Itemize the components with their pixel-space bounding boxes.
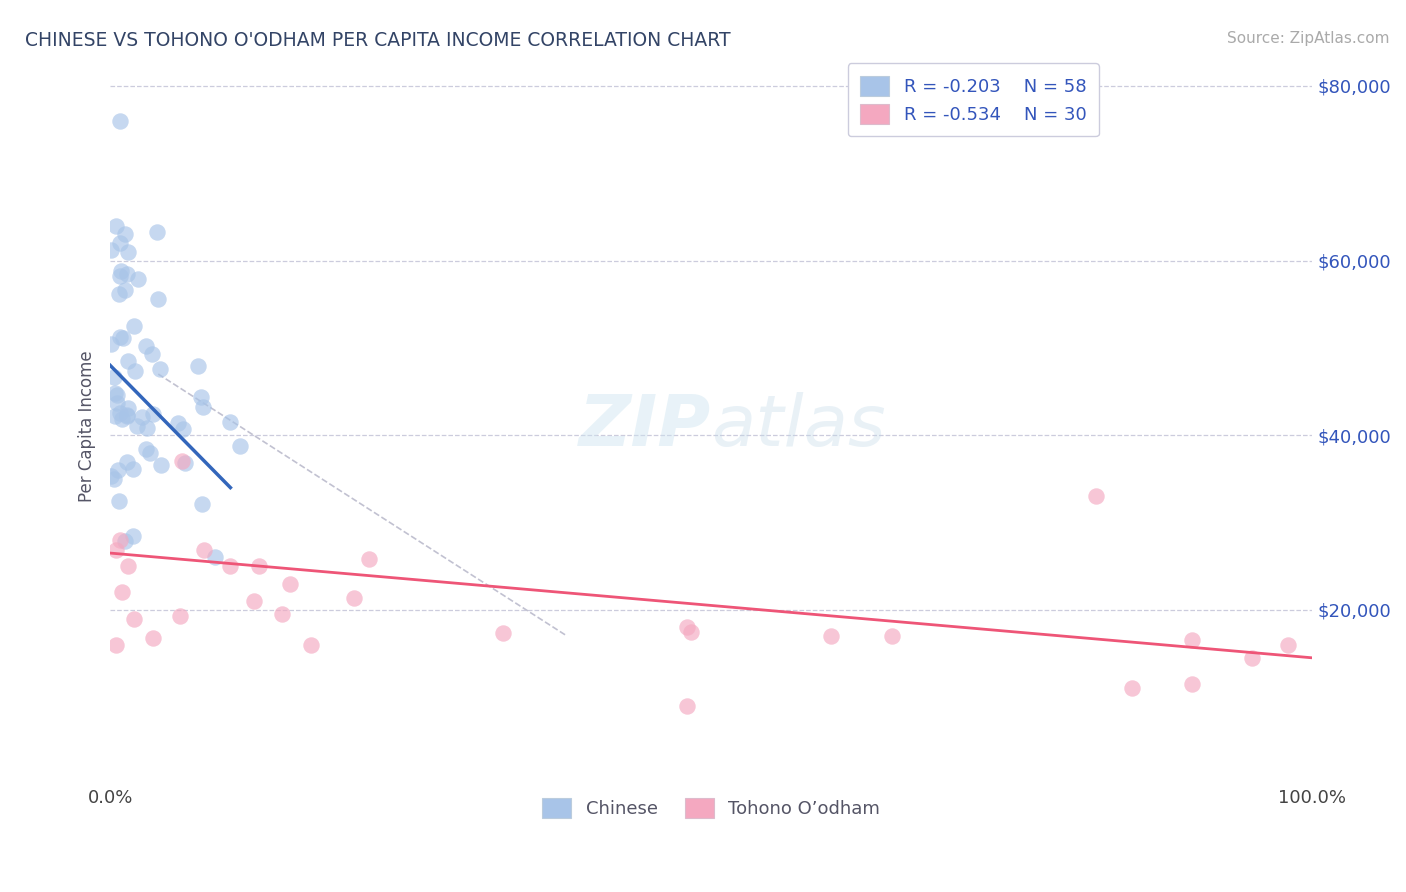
Point bbox=[492, 626, 515, 640]
Point bbox=[148, 292, 170, 306]
Point bbox=[173, 456, 195, 470]
Point bbox=[1085, 489, 1108, 503]
Text: ZIP: ZIP bbox=[579, 392, 711, 461]
Point bbox=[193, 543, 215, 558]
Point bbox=[190, 391, 212, 405]
Point bbox=[108, 268, 131, 283]
Point bbox=[1241, 650, 1264, 665]
Point bbox=[122, 319, 145, 334]
Point bbox=[142, 631, 165, 645]
Point bbox=[191, 400, 214, 414]
Point bbox=[114, 283, 136, 297]
Point bbox=[108, 236, 131, 251]
Point bbox=[139, 445, 162, 459]
Point bbox=[108, 114, 131, 128]
Point bbox=[820, 629, 842, 643]
Point bbox=[104, 386, 127, 401]
Point bbox=[135, 442, 157, 456]
Point bbox=[149, 361, 172, 376]
Point bbox=[271, 607, 294, 621]
Point bbox=[136, 421, 159, 435]
Point bbox=[103, 369, 125, 384]
Point bbox=[880, 629, 903, 643]
Point bbox=[166, 416, 188, 430]
Point bbox=[100, 243, 122, 257]
Point bbox=[105, 638, 128, 652]
Point bbox=[105, 396, 128, 410]
Point bbox=[127, 418, 149, 433]
Point bbox=[1181, 633, 1204, 648]
Point bbox=[676, 698, 699, 713]
Point bbox=[100, 337, 122, 351]
Point bbox=[108, 533, 131, 547]
Point bbox=[121, 528, 143, 542]
Point bbox=[108, 287, 131, 301]
Point bbox=[229, 439, 252, 453]
Point bbox=[105, 219, 128, 233]
Point bbox=[1181, 677, 1204, 691]
Point bbox=[1277, 638, 1299, 652]
Point bbox=[107, 463, 129, 477]
Point bbox=[243, 594, 266, 608]
Point bbox=[219, 559, 242, 574]
Point bbox=[131, 409, 153, 424]
Point bbox=[105, 542, 128, 557]
Text: CHINESE VS TOHONO O'ODHAM PER CAPITA INCOME CORRELATION CHART: CHINESE VS TOHONO O'ODHAM PER CAPITA INC… bbox=[25, 31, 731, 50]
Point bbox=[111, 412, 134, 426]
Point bbox=[127, 271, 149, 285]
Point bbox=[679, 624, 702, 639]
Point bbox=[115, 267, 138, 281]
Point bbox=[114, 227, 136, 242]
Point bbox=[111, 585, 134, 599]
Point bbox=[100, 468, 122, 483]
Point bbox=[103, 472, 125, 486]
Point bbox=[219, 415, 242, 429]
Legend: Chinese, Tohono O’odham: Chinese, Tohono O’odham bbox=[536, 791, 887, 825]
Point bbox=[135, 339, 157, 353]
Point bbox=[204, 550, 226, 565]
Point bbox=[108, 493, 131, 508]
Y-axis label: Per Capita Income: Per Capita Income bbox=[79, 351, 96, 502]
Point bbox=[117, 353, 139, 368]
Point bbox=[124, 364, 146, 378]
Point bbox=[105, 387, 128, 401]
Point bbox=[191, 497, 214, 511]
Point bbox=[169, 608, 191, 623]
Point bbox=[117, 401, 139, 416]
Point bbox=[114, 534, 136, 549]
Point bbox=[172, 454, 194, 468]
Point bbox=[115, 409, 138, 424]
Point bbox=[112, 331, 135, 345]
Point bbox=[149, 458, 172, 473]
Point bbox=[122, 611, 145, 625]
Point bbox=[1121, 681, 1143, 696]
Point bbox=[146, 226, 169, 240]
Text: Source: ZipAtlas.com: Source: ZipAtlas.com bbox=[1226, 31, 1389, 46]
Point bbox=[108, 406, 131, 420]
Text: atlas: atlas bbox=[711, 392, 886, 461]
Point bbox=[117, 559, 139, 574]
Point bbox=[115, 455, 138, 469]
Point bbox=[104, 409, 127, 423]
Point bbox=[343, 591, 366, 605]
Point bbox=[280, 576, 302, 591]
Point bbox=[359, 551, 381, 566]
Point bbox=[117, 408, 139, 422]
Point bbox=[247, 558, 270, 573]
Point bbox=[108, 330, 131, 344]
Point bbox=[676, 620, 699, 634]
Point bbox=[141, 347, 163, 361]
Point bbox=[117, 244, 139, 259]
Point bbox=[187, 359, 209, 373]
Point bbox=[122, 461, 145, 475]
Point bbox=[142, 407, 165, 421]
Point bbox=[172, 422, 194, 436]
Point bbox=[110, 264, 132, 278]
Point bbox=[299, 639, 322, 653]
